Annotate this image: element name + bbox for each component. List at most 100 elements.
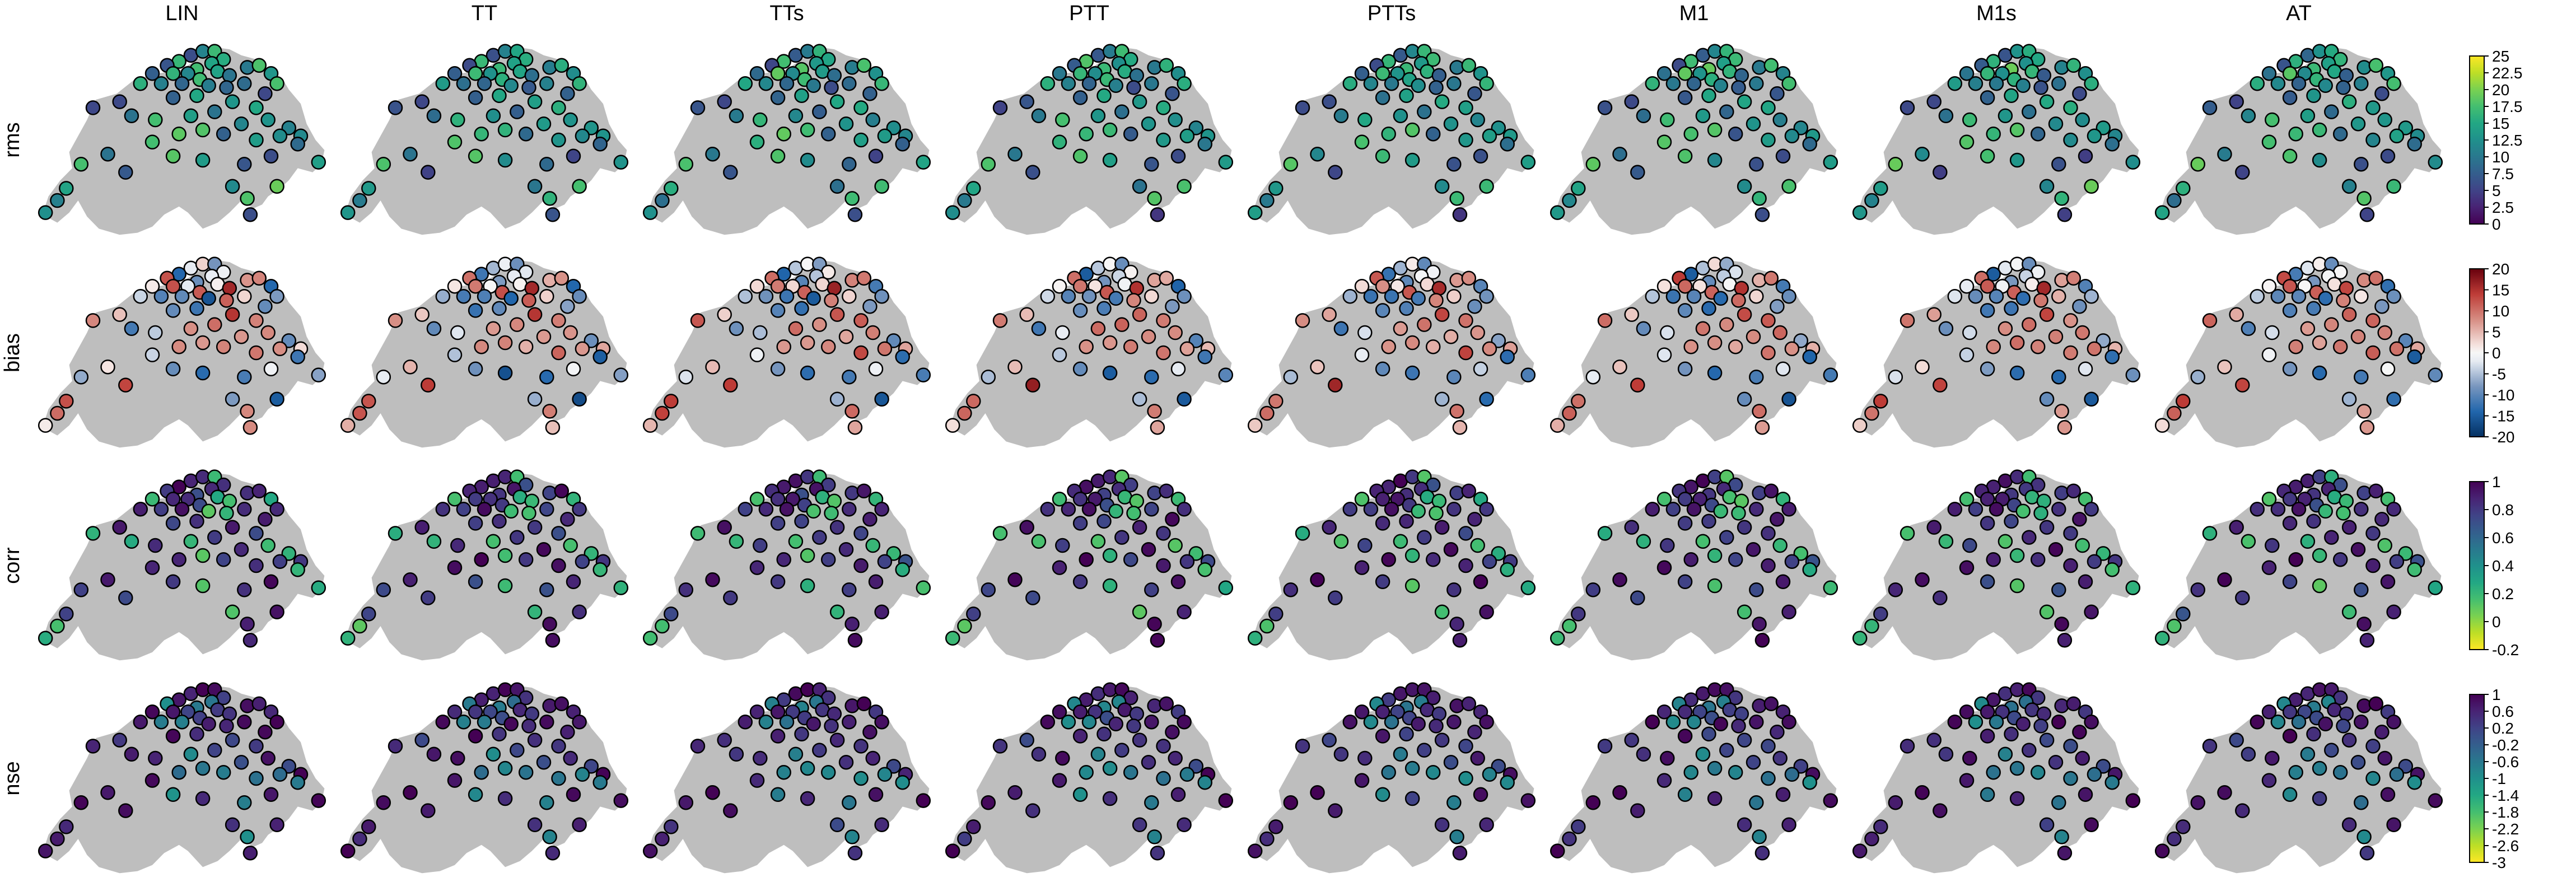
- station-point: [2339, 68, 2354, 83]
- station-point: [1677, 148, 1693, 164]
- station-point: [144, 134, 160, 150]
- station-point: [1479, 501, 1494, 517]
- station-point: [1731, 80, 1746, 95]
- map-panel-corr-ptts: [1247, 469, 1536, 661]
- station-point: [2354, 156, 2369, 172]
- station-point: [1980, 303, 1995, 318]
- station-point: [1452, 207, 1468, 222]
- station-point: [2341, 391, 2357, 407]
- switzerland-map-shape: [42, 685, 325, 874]
- station-point: [258, 724, 273, 740]
- station-point: [916, 793, 931, 808]
- station-point: [1597, 526, 1613, 541]
- station-point: [1660, 112, 1675, 128]
- station-point: [664, 606, 679, 622]
- station-point: [1156, 345, 1171, 361]
- station-point: [2261, 278, 2277, 294]
- station-point: [148, 538, 163, 553]
- station-point: [144, 491, 160, 507]
- station-point: [518, 126, 534, 142]
- station-point: [240, 486, 255, 501]
- station-point: [1102, 548, 1118, 563]
- switzerland-map-shape: [1554, 473, 1837, 661]
- station-point: [240, 404, 255, 419]
- station-point: [124, 746, 139, 762]
- station-point: [2039, 732, 2055, 748]
- station-point: [862, 511, 878, 527]
- station-point: [1132, 94, 1147, 109]
- column-title: PTT: [1069, 2, 1109, 25]
- station-point: [1656, 278, 1672, 294]
- switzerland-map-shape: [949, 685, 1232, 874]
- station-point: [2202, 313, 2218, 328]
- station-point: [572, 391, 587, 407]
- station-point: [234, 329, 249, 344]
- station-point: [1980, 148, 1995, 164]
- station-point: [85, 313, 101, 328]
- station-point: [263, 574, 279, 590]
- station-point: [865, 750, 880, 766]
- station-point: [85, 739, 101, 754]
- station-point: [723, 590, 738, 605]
- station-point: [2368, 58, 2384, 73]
- switzerland-map-shape: [42, 473, 325, 661]
- station-point: [1500, 136, 1515, 152]
- station-point: [842, 714, 857, 730]
- station-point: [806, 291, 821, 306]
- station-point: [1852, 631, 1868, 646]
- station-point: [234, 542, 249, 557]
- switzerland-map-shape: [42, 47, 325, 235]
- station-point: [251, 58, 267, 73]
- station-point: [678, 795, 694, 810]
- station-point: [219, 293, 234, 308]
- station-point: [2291, 76, 2307, 91]
- station-point: [1677, 361, 1693, 377]
- station-point: [1686, 501, 1702, 517]
- station-point: [1354, 278, 1370, 294]
- station-point: [1989, 501, 2004, 517]
- station-point: [497, 335, 513, 351]
- colorbar-tick-label: -2.6: [2492, 837, 2519, 855]
- station-point: [2063, 526, 2078, 541]
- station-point: [820, 339, 836, 354]
- station-point: [456, 76, 472, 91]
- station-point: [758, 714, 774, 730]
- station-point: [2282, 516, 2298, 531]
- station-point: [545, 207, 561, 222]
- station-point: [468, 574, 483, 590]
- station-point: [2063, 345, 2078, 361]
- station-point: [1597, 313, 1613, 328]
- switzerland-map-shape: [344, 473, 627, 661]
- station-point: [2386, 817, 2401, 833]
- station-point: [237, 369, 252, 385]
- station-point: [1141, 116, 1156, 132]
- station-point: [1114, 530, 1130, 545]
- station-point: [2229, 520, 2244, 535]
- station-point: [225, 604, 240, 620]
- station-point: [592, 774, 608, 790]
- station-point: [572, 714, 587, 730]
- station-point: [824, 506, 839, 521]
- station-point: [447, 773, 463, 788]
- station-point: [1363, 288, 1379, 304]
- station-point: [2063, 100, 2078, 115]
- station-point: [1713, 78, 1728, 94]
- station-point: [1737, 307, 1752, 322]
- station-point: [1268, 394, 1284, 409]
- station-point: [1259, 193, 1275, 208]
- station-point: [1417, 530, 1432, 545]
- station-point: [414, 307, 430, 322]
- station-point: [450, 750, 465, 766]
- station-point: [1159, 696, 1174, 712]
- station-point: [1695, 108, 1711, 124]
- station-point: [133, 501, 148, 517]
- station-point: [1959, 773, 1975, 788]
- station-point: [2265, 112, 2280, 128]
- station-point: [2054, 273, 2069, 288]
- station-point: [1404, 122, 1420, 138]
- switzerland-map-shape: [2159, 473, 2442, 661]
- station-point: [468, 516, 483, 531]
- station-point: [829, 94, 845, 109]
- station-point: [165, 303, 181, 318]
- station-point: [426, 746, 442, 762]
